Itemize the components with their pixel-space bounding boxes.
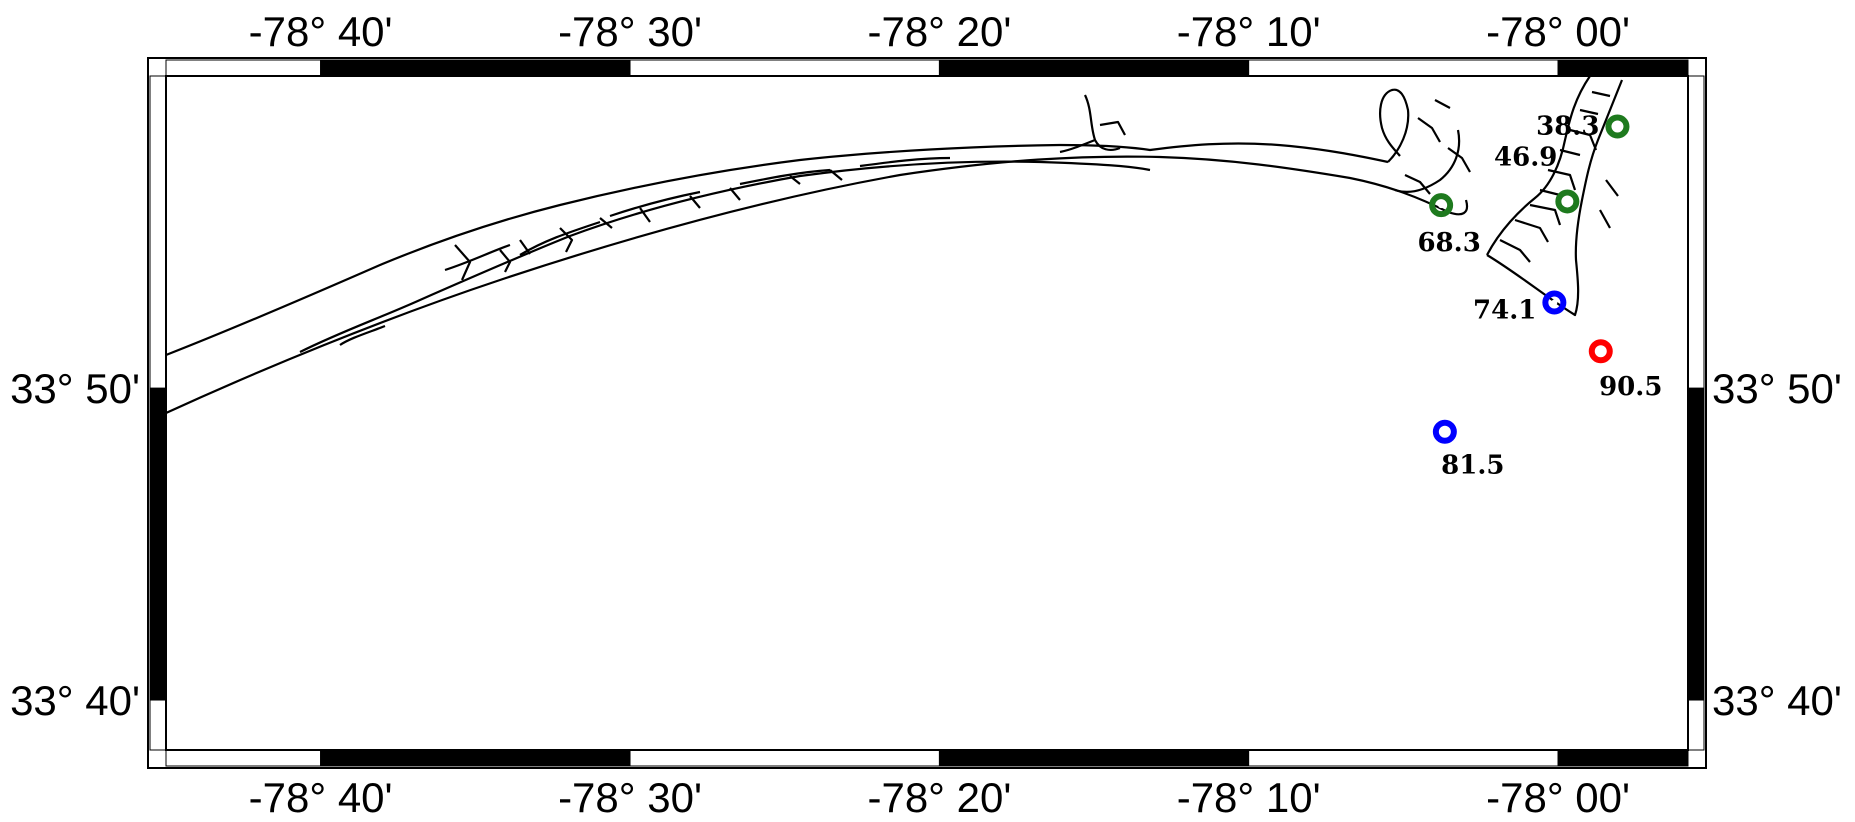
frame-band-left bbox=[149, 387, 167, 701]
station-label: 46.9 bbox=[1494, 142, 1557, 172]
frame-band-bottom bbox=[1248, 749, 1559, 767]
latitude-label-right: 33° 40' bbox=[1712, 677, 1842, 724]
frame-band-right bbox=[1687, 699, 1705, 751]
longitude-label-bottom: -78° 10' bbox=[1177, 774, 1321, 821]
coastline-sound-shore bbox=[165, 142, 1389, 357]
frame-band-top bbox=[165, 59, 322, 77]
latitude-labels-left: 33° 50' 33° 40' bbox=[10, 365, 140, 724]
inlet-center bbox=[1059, 94, 1126, 154]
longitude-labels-bottom: -78° 40' -78° 30' -78° 20' -78° 10' -78° 00' bbox=[249, 774, 1630, 821]
station-marker bbox=[1605, 114, 1630, 139]
frame-band-bottom bbox=[1557, 749, 1689, 767]
frame-band-top bbox=[938, 59, 1250, 77]
marsh-east bbox=[1404, 99, 1471, 195]
frame-band-bottom bbox=[320, 749, 631, 767]
longitude-label-bottom: -78° 20' bbox=[867, 774, 1011, 821]
longitude-labels-top: -78° 40' -78° 30' -78° 20' -78° 10' -78° 00' bbox=[249, 8, 1630, 55]
cape-fear-peninsula bbox=[1379, 88, 1461, 194]
frame-band-left bbox=[149, 75, 167, 389]
station-label: 68.3 bbox=[1417, 228, 1480, 258]
frame-band-bottom bbox=[629, 749, 940, 767]
barrier-island bbox=[299, 160, 1151, 353]
marsh-west bbox=[339, 156, 951, 346]
station-marker bbox=[1432, 419, 1457, 444]
longitude-label-top: -78° 00' bbox=[1486, 8, 1630, 55]
station-marker-center bbox=[1551, 299, 1558, 306]
station-marker bbox=[1429, 193, 1454, 218]
station-marker-center bbox=[1597, 348, 1604, 355]
frame-band-right bbox=[1687, 75, 1705, 389]
frame-band-top bbox=[320, 59, 631, 77]
longitude-label-top: -78° 10' bbox=[1177, 8, 1321, 55]
frame-band-left bbox=[149, 699, 167, 751]
station-label: 74.1 bbox=[1473, 296, 1536, 326]
station-marker-center bbox=[1441, 428, 1448, 435]
frame-band-top bbox=[1557, 59, 1689, 77]
longitude-label-top: -78° 40' bbox=[249, 8, 393, 55]
marsh-west-2 bbox=[454, 169, 843, 281]
station-label: 38.3 bbox=[1536, 112, 1599, 142]
frame-band-bottom bbox=[938, 749, 1250, 767]
station-marker bbox=[1542, 290, 1567, 315]
latitude-label-left: 33° 40' bbox=[10, 677, 140, 724]
frame-band-bottom bbox=[165, 749, 322, 767]
station-marker-center bbox=[1614, 123, 1621, 130]
station-marker bbox=[1588, 339, 1613, 364]
longitude-label-bottom: -78° 00' bbox=[1486, 774, 1630, 821]
longitude-label-bottom: -78° 30' bbox=[558, 774, 702, 821]
station-label: 81.5 bbox=[1441, 451, 1504, 481]
station-markers: 38.346.9 68.3 74.1 90.5 81.5 bbox=[1417, 112, 1662, 481]
latitude-labels-right: 33° 50' 33° 40' bbox=[1712, 365, 1842, 724]
frame-band-right bbox=[1687, 387, 1705, 701]
frame-outer bbox=[147, 57, 1707, 769]
longitude-label-bottom: -78° 40' bbox=[249, 774, 393, 821]
frame-band-top bbox=[629, 59, 940, 77]
station-marker-center bbox=[1438, 202, 1445, 209]
longitude-label-top: -78° 20' bbox=[867, 8, 1011, 55]
station-label: 90.5 bbox=[1599, 372, 1662, 402]
latitude-label-right: 33° 50' bbox=[1712, 365, 1842, 412]
cape-fear-marsh bbox=[1499, 90, 1619, 263]
station-marker-center bbox=[1564, 198, 1571, 205]
longitude-label-top: -78° 30' bbox=[558, 8, 702, 55]
latitude-label-left: 33° 50' bbox=[10, 365, 140, 412]
frame-band-top bbox=[1248, 59, 1559, 77]
station-marker bbox=[1555, 189, 1580, 214]
map-frame bbox=[147, 57, 1707, 769]
